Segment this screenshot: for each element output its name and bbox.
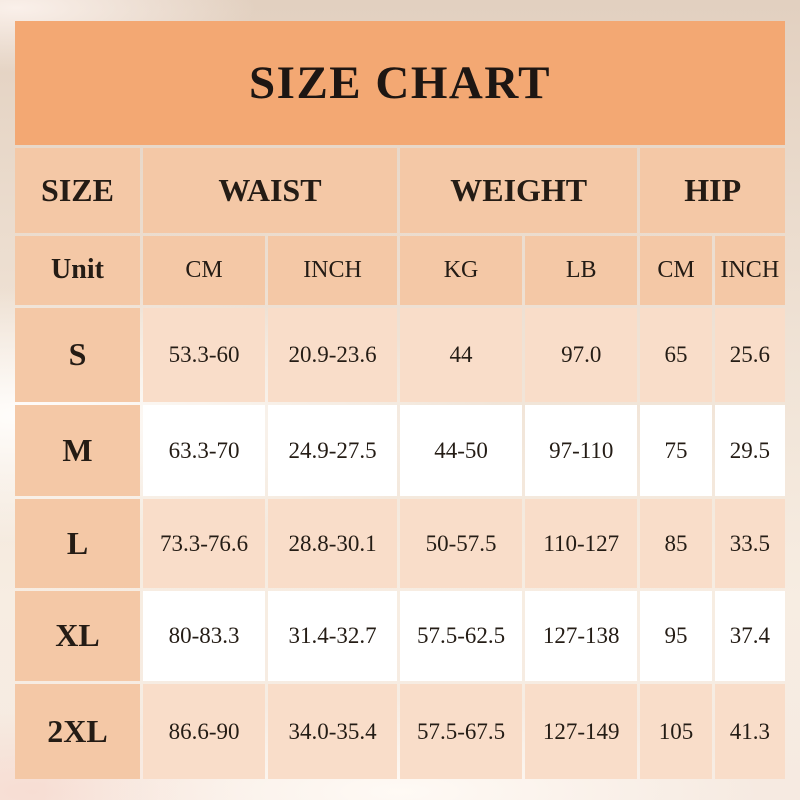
- cell-l-waist-cm: 73.3-76.6: [143, 499, 266, 588]
- cell-xl-waist-inch: 31.4-32.7: [268, 591, 397, 681]
- page-title: SIZE CHART: [249, 57, 551, 109]
- column-group-hip: HIP: [640, 148, 785, 233]
- cell-m-weight-lb: 97-110: [525, 405, 638, 496]
- cell-s-weight-kg: 44: [399, 308, 523, 402]
- cell-l-weight-kg: 50-57.5: [399, 499, 523, 588]
- row-s-size-label: S: [15, 308, 140, 402]
- row-2xl-size-label: 2XL: [15, 684, 140, 779]
- cell-2xl-hip-cm: 105: [640, 684, 712, 779]
- cell-m-weight-kg: 44-50: [399, 405, 523, 496]
- cell-m-waist-cm: 63.3-70: [143, 405, 266, 496]
- cell-s-hip-inch: 25.6: [714, 308, 785, 402]
- column-group-waist: WAIST: [143, 148, 397, 233]
- cell-s-hip-cm: 65: [640, 308, 712, 402]
- size-table: SIZE WAIST WEIGHT HIP Unit CM INCH KG LB…: [15, 148, 785, 779]
- row-xl-size-label: XL: [15, 591, 140, 681]
- cell-l-weight-lb: 110-127: [525, 499, 638, 588]
- unit-hip-cm: CM: [640, 236, 712, 305]
- cell-s-weight-lb: 97.0: [525, 308, 638, 402]
- cell-s-waist-inch: 20.9-23.6: [268, 308, 397, 402]
- cell-xl-weight-kg: 57.5-62.5: [399, 591, 523, 681]
- cell-m-waist-inch: 24.9-27.5: [268, 405, 397, 496]
- cell-xl-hip-inch: 37.4: [714, 591, 785, 681]
- unit-waist-inch: INCH: [268, 236, 397, 305]
- unit-weight-kg: KG: [399, 236, 523, 305]
- cell-s-waist-cm: 53.3-60: [143, 308, 266, 402]
- cell-2xl-weight-kg: 57.5-67.5: [399, 684, 523, 779]
- unit-waist-cm: CM: [143, 236, 266, 305]
- cell-2xl-waist-inch: 34.0-35.4: [268, 684, 397, 779]
- row-l-size-label: L: [15, 499, 140, 588]
- unit-row-label: Unit: [15, 236, 140, 305]
- cell-2xl-waist-cm: 86.6-90: [143, 684, 266, 779]
- cell-m-hip-inch: 29.5: [714, 405, 785, 496]
- column-group-weight: WEIGHT: [399, 148, 638, 233]
- cell-l-waist-inch: 28.8-30.1: [268, 499, 397, 588]
- cell-2xl-hip-inch: 41.3: [714, 684, 785, 779]
- cell-l-hip-inch: 33.5: [714, 499, 785, 588]
- column-group-size: SIZE: [15, 148, 140, 233]
- unit-weight-lb: LB: [525, 236, 638, 305]
- row-m-size-label: M: [15, 405, 140, 496]
- cell-m-hip-cm: 75: [640, 405, 712, 496]
- cell-xl-weight-lb: 127-138: [525, 591, 638, 681]
- unit-hip-inch: INCH: [714, 236, 785, 305]
- cell-l-hip-cm: 85: [640, 499, 712, 588]
- cell-xl-waist-cm: 80-83.3: [143, 591, 266, 681]
- cell-xl-hip-cm: 95: [640, 591, 712, 681]
- cell-2xl-weight-lb: 127-149: [525, 684, 638, 779]
- title-banner: SIZE CHART: [15, 21, 785, 145]
